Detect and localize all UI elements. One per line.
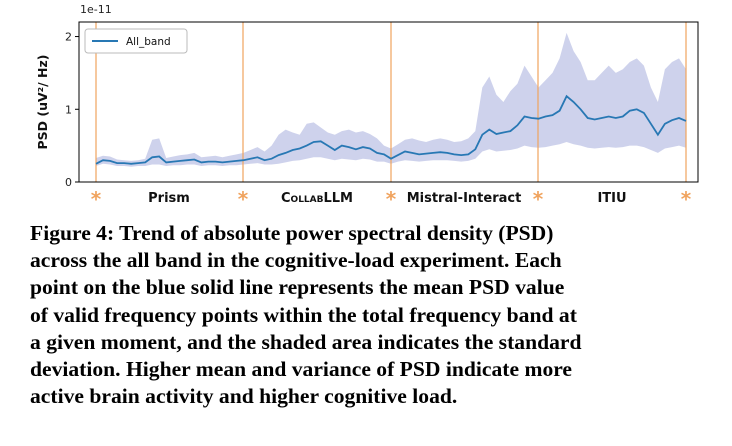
caption-line: deviation. Higher mean and variance of P… xyxy=(30,357,573,382)
plot-area: 0 1 2 1e-11 PSD (uV²/ Hz) All_band * * * * * Prism C… xyxy=(35,3,699,211)
caption-line: point on the blue solid line represents … xyxy=(30,275,565,300)
legend-label: All_band xyxy=(126,36,171,48)
psd-chart: 0 1 2 1e-11 PSD (uV²/ Hz) All_band * * * * * Prism C… xyxy=(35,3,699,211)
phase-label: Mistral-Interact xyxy=(407,191,522,206)
y-tick-label: 2 xyxy=(65,31,72,44)
phase-marker-star: * xyxy=(681,187,692,211)
phase-label: Prism xyxy=(148,191,190,206)
phase-marker-star: * xyxy=(533,187,544,211)
phase-label: CollabLLM xyxy=(281,191,353,206)
y-tick-label: 0 xyxy=(65,176,72,189)
figure-caption: Figure 4: Trend of absolute power spectr… xyxy=(30,220,726,410)
y-axis-label: PSD (uV²/ Hz) xyxy=(35,54,50,149)
caption-line: a given moment, and the shaded area indi… xyxy=(30,329,582,354)
y-multiplier-label: 1e-11 xyxy=(80,3,112,16)
y-tick-label: 1 xyxy=(65,103,72,116)
caption-line: of valid frequency points within the tot… xyxy=(30,302,577,327)
caption-line: Figure 4: Trend of absolute power spectr… xyxy=(30,221,554,245)
mean-line xyxy=(95,94,687,165)
phase-marker-star: * xyxy=(238,187,249,211)
legend-box xyxy=(84,28,188,54)
phase-marker-star: * xyxy=(386,187,397,211)
caption-line: active brain activity and higher cogniti… xyxy=(30,384,458,409)
phase-marker-star: * xyxy=(91,187,102,211)
axes-frame xyxy=(78,21,699,183)
phase-label: ITIU xyxy=(597,191,626,206)
caption-line: across the all band in the cognitive-loa… xyxy=(30,248,562,273)
